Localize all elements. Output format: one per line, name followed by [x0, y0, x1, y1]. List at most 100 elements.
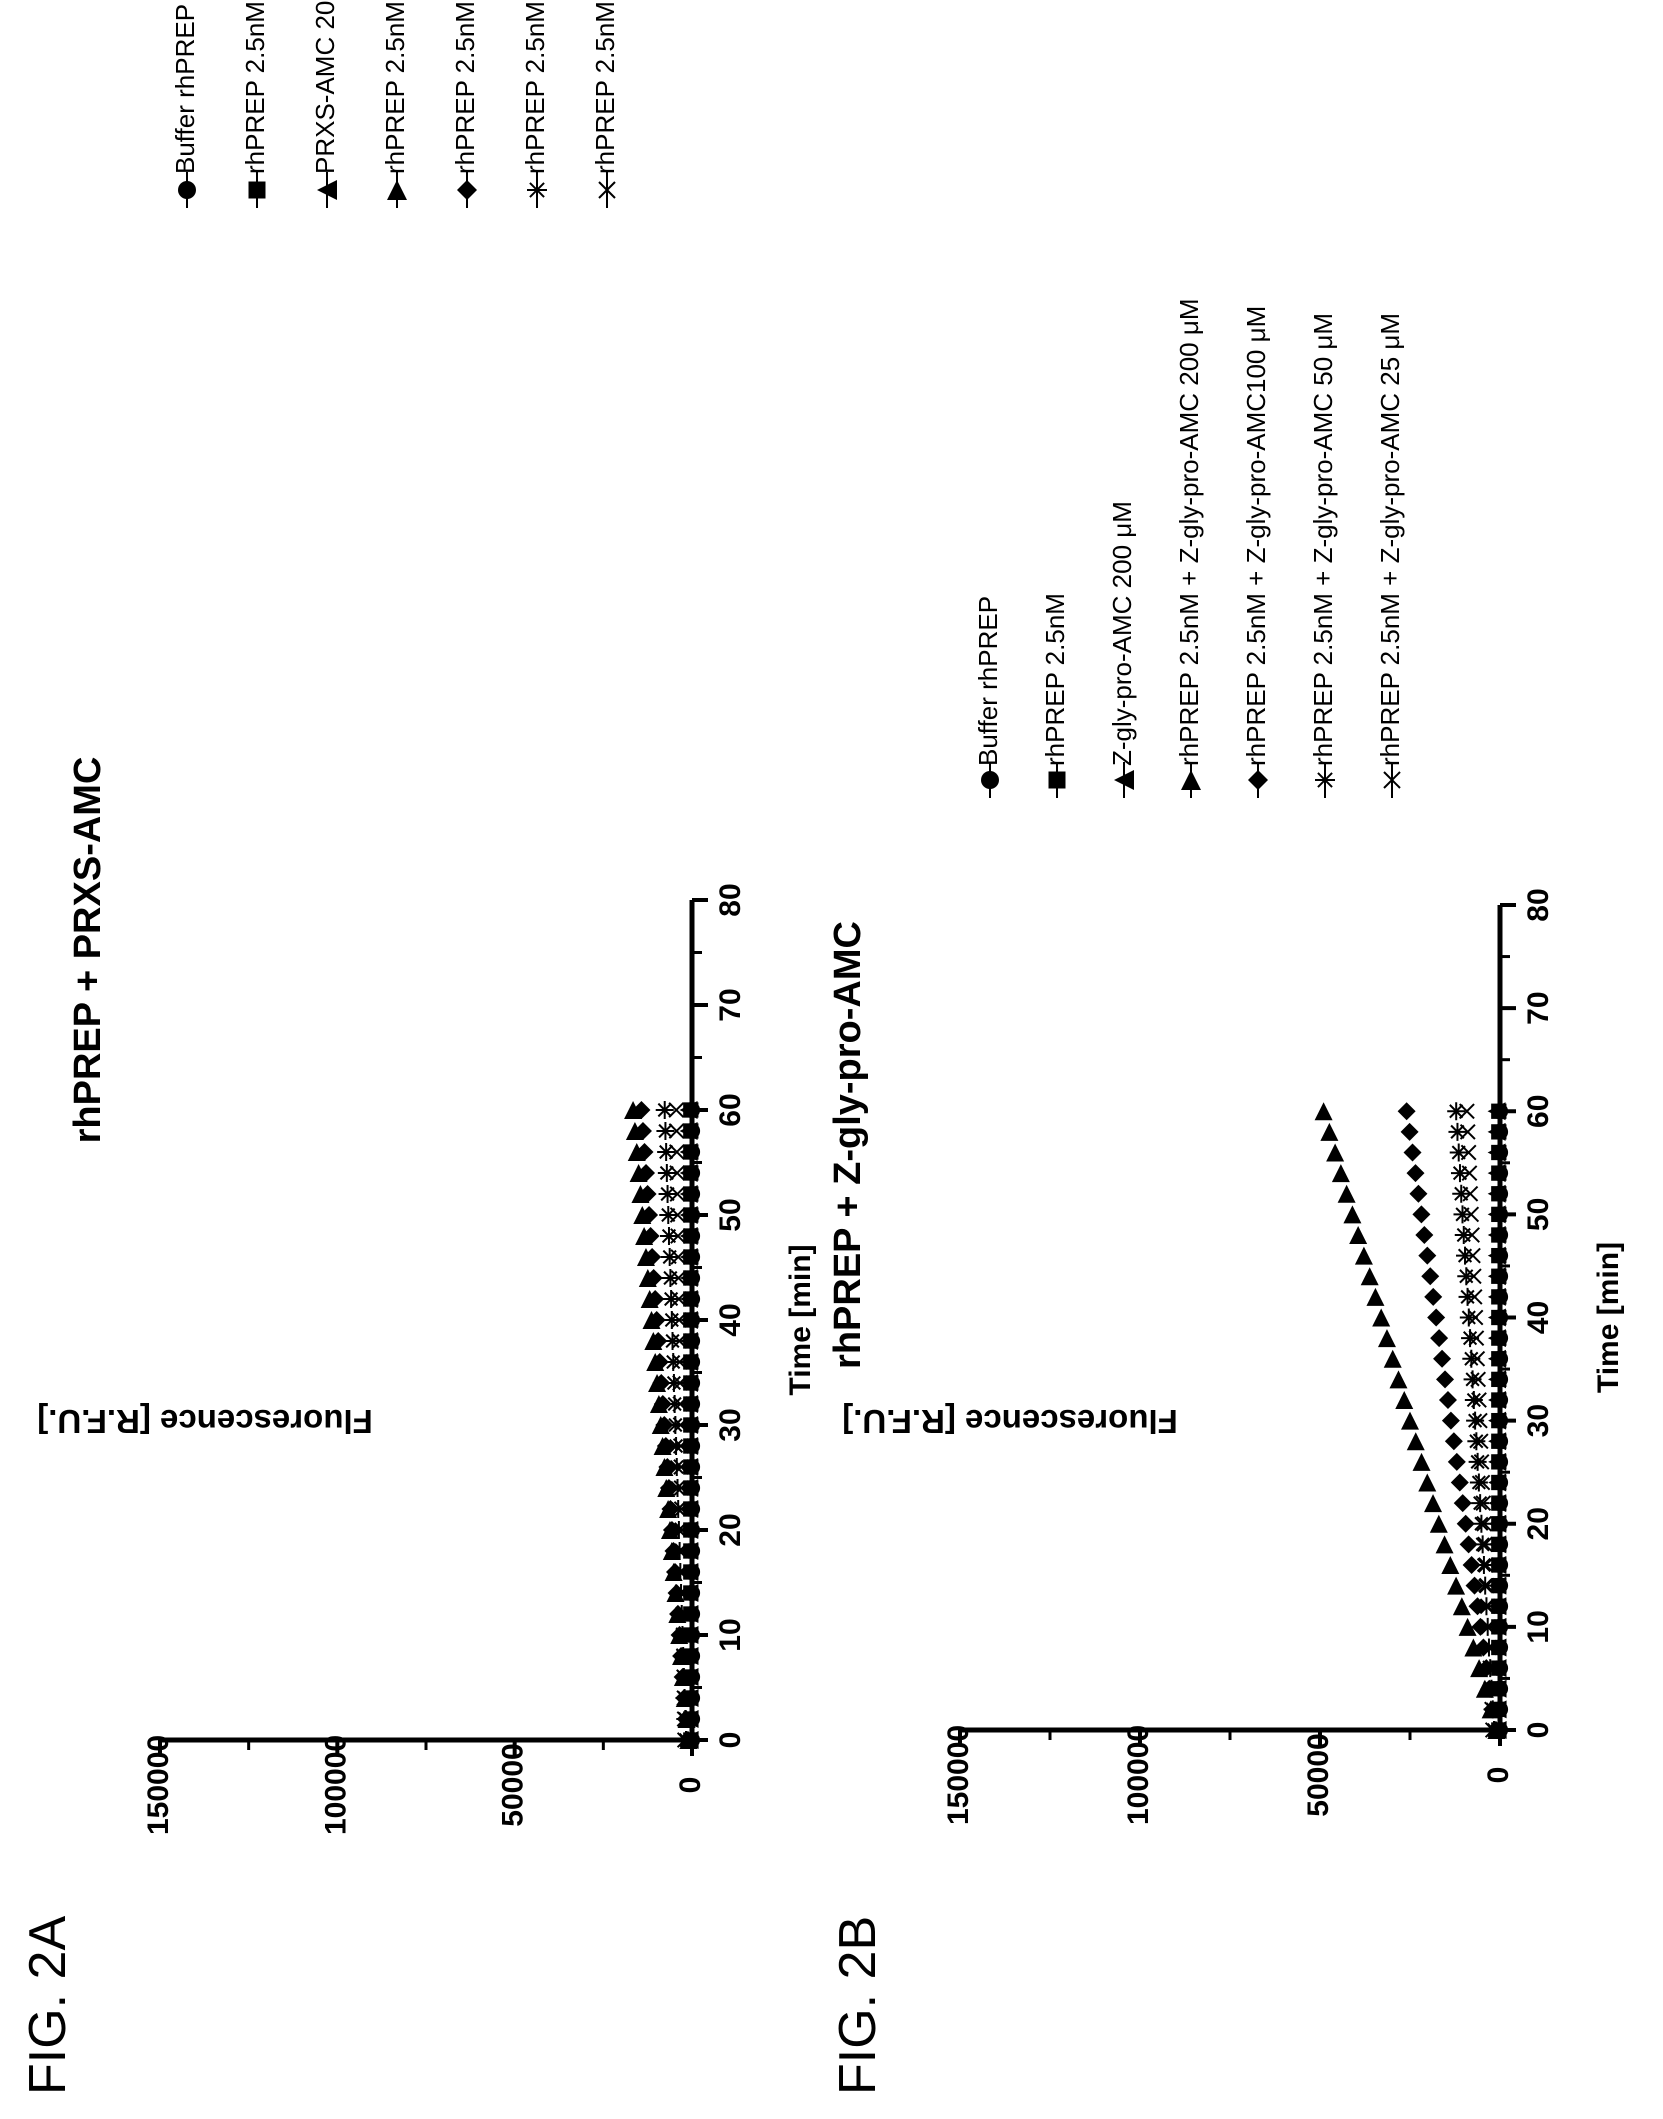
series-2-point-26 — [1487, 1184, 1506, 1203]
series-3-point-17 — [1389, 1370, 1408, 1389]
series-4-point-12 — [1450, 1473, 1469, 1492]
series-2-point-14 — [680, 1437, 699, 1455]
x-tick-label-5: 50 — [714, 1198, 747, 1231]
x-tick-label-7: 70 — [714, 988, 747, 1021]
legend-label-6: rhPREP 2.5nM + Z-gly-pro-AMC 25 μM — [1375, 313, 1405, 766]
series-4-point-15 — [655, 1416, 674, 1434]
series-5-point-8 — [671, 1563, 690, 1581]
series-4-point-20 — [1427, 1308, 1446, 1327]
series-4-point-7 — [1465, 1576, 1484, 1595]
series-5-point-21 — [662, 1290, 681, 1308]
series-6-point-25 — [1463, 1206, 1480, 1223]
series-2-point-9 — [1488, 1535, 1507, 1554]
series-2-point-18 — [679, 1353, 698, 1371]
series-6-point-3 — [1482, 1660, 1499, 1677]
series-6-point-24 — [1464, 1227, 1480, 1243]
x-axis-label: Time [min] — [1592, 1242, 1625, 1393]
series-6-point-4 — [1481, 1639, 1498, 1656]
legend-label-4: rhPREP 2.5nM + PRXS-AMC 100 μM — [450, 0, 480, 174]
x-tick-label-0: 0 — [1522, 1722, 1555, 1739]
legend-item-1: rhPREP 2.5nM — [1040, 593, 1070, 798]
series-4-point-23 — [1418, 1246, 1437, 1265]
legend-item-5: rhPREP 2.5nM + Z-gly-pro-AMC 50 μM — [1308, 313, 1338, 798]
x-tick-label-6: 60 — [1522, 1095, 1555, 1128]
series-6-point-11 — [1475, 1495, 1492, 1512]
legend-label-0: Buffer rhPREP — [170, 4, 200, 174]
legend-label-6: rhPREP 2.5nM + PRXS-AMC 25 μM — [590, 0, 620, 174]
legend-label-3: rhPREP 2.5nM + PRXS-AMC 200 μM — [380, 0, 410, 174]
legend-label-5: rhPREP 2.5nM + Z-gly-pro-AMC 50 μM — [1308, 313, 1338, 766]
series-2-point-24 — [679, 1227, 698, 1245]
series-6-point-21 — [670, 1291, 687, 1307]
series-2-point-11 — [680, 1500, 699, 1518]
series-3-point-9 — [1435, 1535, 1454, 1554]
series-6-point-30 — [668, 1102, 685, 1118]
series-5-point-9 — [1473, 1535, 1492, 1554]
y-axis-label: Fluorescence [R.F.U.] — [842, 1403, 1178, 1440]
series-4-point-17 — [1436, 1370, 1455, 1389]
series-6-point-10 — [674, 1522, 690, 1538]
series-2-point-30 — [679, 1101, 698, 1119]
y-axis-label: Fluorescence [R.F.U.] — [37, 1403, 373, 1440]
series-5-point-7 — [1476, 1576, 1495, 1595]
legend-item-3: rhPREP 2.5nM + PRXS-AMC 200 μM — [380, 0, 410, 208]
legend-label-5: rhPREP 2.5nM + PRXS-AMC 50 μM — [520, 0, 550, 174]
series-2-point-20 — [1487, 1308, 1506, 1327]
chart-title: rhPREP + PRXS-AMC — [67, 757, 109, 1144]
series-3-point-16 — [1395, 1391, 1414, 1409]
x-tick-label-6: 60 — [714, 1093, 747, 1126]
series-5-point-27 — [657, 1164, 676, 1182]
legend-label-2: Z-gly-pro-AMC 200 μM — [1107, 501, 1137, 766]
legend-item-2: Z-gly-pro-AMC 200 μM — [1107, 501, 1137, 798]
series-6-point-13 — [673, 1459, 690, 1475]
series-2-point-5 — [1488, 1617, 1507, 1636]
series-4-point-16 — [653, 1395, 672, 1413]
series-5-point-10 — [669, 1521, 688, 1539]
series-3-point-12 — [1418, 1473, 1437, 1492]
series-5-point-12 — [668, 1479, 687, 1497]
series-3-point-24 — [1349, 1226, 1368, 1244]
series-2-point-19 — [679, 1332, 698, 1350]
series-2-point-15 — [680, 1416, 699, 1434]
series-4-point-27 — [637, 1164, 656, 1182]
series-6-point-27 — [669, 1165, 686, 1181]
series-2-point-22 — [679, 1269, 698, 1287]
series-3-point-7 — [1447, 1576, 1466, 1595]
series-4-point-27 — [1406, 1164, 1425, 1183]
y-tick-label-1: 50000 — [1302, 1733, 1335, 1816]
y-tick-label-2: 100000 — [1122, 1725, 1155, 1825]
series-6-point-15 — [672, 1417, 689, 1433]
y-tick-label-3: 150000 — [142, 1735, 175, 1835]
legend-label-1: rhPREP 2.5nM — [1040, 593, 1070, 766]
series-2-point-24 — [1487, 1226, 1506, 1244]
series-5-point-26 — [1452, 1184, 1471, 1203]
series-6-point-29 — [1459, 1123, 1476, 1140]
legend-marker-3 — [1181, 770, 1201, 790]
y-tick-label-2: 100000 — [319, 1735, 352, 1835]
series-2-point-8 — [1488, 1556, 1507, 1574]
series-3-point-18 — [1383, 1349, 1402, 1368]
series-4-point-14 — [1444, 1432, 1463, 1451]
series-5-point-14 — [1467, 1432, 1486, 1451]
series-5-point-7 — [672, 1584, 691, 1602]
legend-marker-2 — [317, 180, 337, 200]
series-5-point-13 — [667, 1458, 686, 1476]
x-tick-label-8: 80 — [1522, 888, 1555, 921]
series-4-point-25 — [640, 1206, 659, 1224]
series-6-point-8 — [674, 1564, 691, 1580]
series-6-point-19 — [1468, 1330, 1485, 1347]
series-4-point-30 — [632, 1101, 651, 1119]
series-4-point-11 — [1453, 1494, 1472, 1513]
legend-label-1: rhPREP 2.5nM — [240, 1, 270, 174]
series-6-point-7 — [1478, 1577, 1495, 1594]
series-2-point-16 — [1488, 1391, 1507, 1409]
series-5-point-28 — [1449, 1143, 1468, 1162]
series-6-point-21 — [1466, 1288, 1483, 1305]
series-4-point-24 — [641, 1227, 660, 1245]
series-5-point-26 — [658, 1185, 677, 1203]
series-2-point-25 — [679, 1206, 698, 1224]
series-2-point-27 — [679, 1164, 698, 1182]
series-6 — [668, 1102, 693, 1748]
series-4-point-17 — [652, 1374, 671, 1392]
